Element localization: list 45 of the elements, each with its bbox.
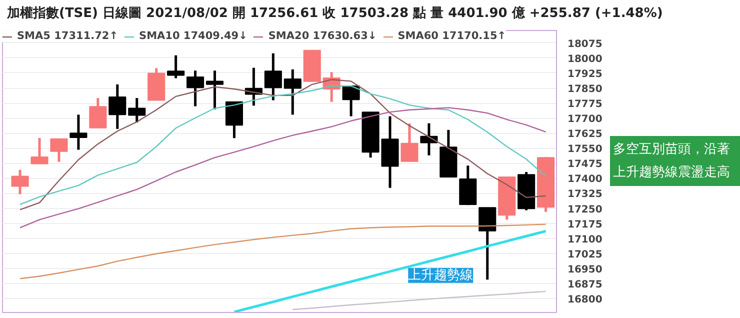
y-tick-label: 17700: [568, 114, 602, 126]
y-tick-label: 17250: [568, 204, 602, 216]
y-tick-label: 17025: [568, 249, 602, 260]
line-series: [19, 107, 546, 228]
y-tick-label: 16950: [568, 264, 602, 276]
legend-label: SMA5 17311.72↑: [17, 30, 118, 42]
candlestick: [108, 83, 126, 130]
candlestick: [89, 96, 107, 130]
y-tick-label: 17475: [568, 159, 602, 170]
candlestick: [225, 100, 243, 140]
line-series: [292, 290, 546, 310]
candlestick: [70, 113, 88, 152]
candlestick: [400, 122, 418, 163]
text: 多空互別苗頭，沿著上升趨勢線震盪走高: [613, 141, 730, 182]
y-tick-label: 17100: [568, 234, 602, 246]
candlestick: [478, 206, 496, 281]
y-tick-label: 17550: [568, 144, 602, 156]
candlestick: [342, 84, 360, 118]
chart-title: 加權指數(TSE) 日線圖 2021/08/02 開 17256.61 收 17503.28 點 量 4401.90 億 +255.87 (+1.48%): [7, 5, 663, 23]
y-tick-label: 17325: [568, 189, 602, 200]
candlestick: [30, 136, 48, 166]
y-tick-label: 17625: [568, 129, 602, 140]
y-tick-label: 18000: [568, 54, 602, 65]
y-tick-label: 18075: [568, 38, 602, 50]
candlestick: [186, 69, 204, 108]
legend-label: SMA10 17409.49↓: [139, 30, 248, 42]
candlestick: [50, 137, 68, 164]
annotation: 上升趨勢線: [408, 268, 474, 283]
y-tick-label: 17400: [568, 174, 602, 186]
y-tick-label: 17850: [568, 84, 602, 96]
candlestick: [128, 96, 146, 124]
candlestick: [284, 68, 302, 116]
candlestick: [264, 52, 282, 102]
legend-label: SMA20 17630.63↓: [268, 30, 377, 42]
legend-label: SMA60 17170.15↑: [398, 30, 506, 42]
y-tick-label: 16800: [568, 294, 602, 306]
y-tick-label: 17925: [568, 68, 602, 80]
y-tick-label: 17775: [568, 99, 602, 110]
candlestick: [167, 54, 185, 80]
candlestick: [11, 168, 29, 196]
y-tick-label: 16875: [568, 279, 602, 290]
line-series: [19, 224, 546, 280]
line-series: [232, 230, 548, 312]
candlestick: [206, 69, 224, 111]
y-tick-label: 17175: [568, 219, 602, 230]
